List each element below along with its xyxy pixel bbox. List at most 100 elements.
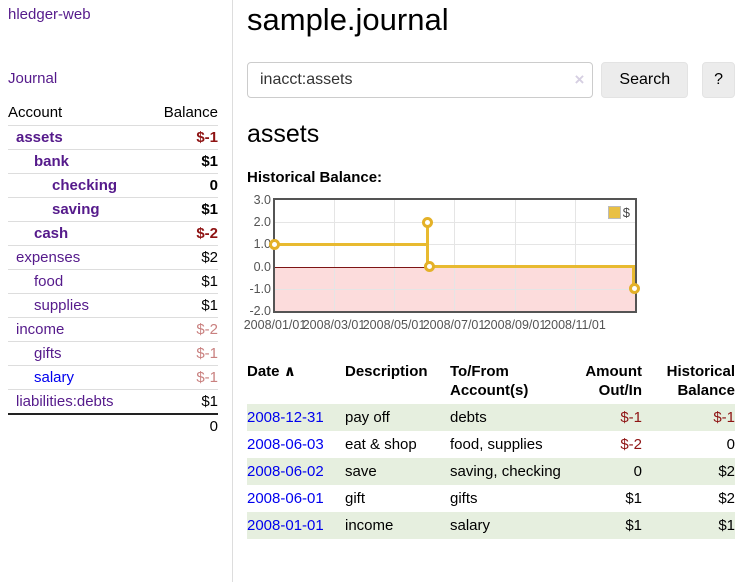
register-row: 2008-06-01 gift gifts $1 $2 bbox=[247, 485, 735, 512]
account-row-checking: checking 0 bbox=[8, 173, 218, 198]
transaction-description: income bbox=[345, 517, 394, 534]
main-content: sample.journal × Search ? assets Histori… bbox=[244, 0, 735, 539]
transaction-accounts: saving, checking bbox=[450, 463, 561, 480]
register-row: 2008-06-02 save saving, checking 0 $2 bbox=[247, 458, 735, 485]
account-row-supplies: supplies $1 bbox=[8, 293, 218, 318]
x-tick: 2008/11/01 bbox=[544, 318, 606, 332]
accounts-col-header: Account bbox=[8, 104, 63, 121]
sidebar-divider bbox=[232, 0, 233, 582]
chart-title: Historical Balance: bbox=[247, 169, 383, 186]
transaction-description: save bbox=[345, 463, 377, 480]
transaction-date-link[interactable]: 2008-06-02 bbox=[247, 463, 324, 480]
y-tick: 0.0 bbox=[253, 260, 271, 274]
col-header-amount: Amount Out/In bbox=[585, 363, 642, 399]
account-balance: $1 bbox=[148, 197, 218, 222]
plot-area: $ bbox=[269, 198, 640, 313]
search-help-button[interactable]: ? bbox=[702, 62, 735, 98]
y-tick: -1.0 bbox=[249, 282, 271, 296]
data-point-marker bbox=[629, 283, 640, 294]
transaction-date-link[interactable]: 2008-01-01 bbox=[247, 517, 324, 534]
account-balance: $1 bbox=[148, 389, 218, 414]
account-row-cash: cash $-2 bbox=[8, 221, 218, 246]
account-row-salary: salary $-1 bbox=[8, 365, 218, 390]
data-point-marker bbox=[422, 217, 433, 228]
transaction-amount: $-2 bbox=[620, 436, 642, 453]
account-link-liabilities-debts[interactable]: liabilities:debts bbox=[16, 393, 114, 410]
y-tick: 2.0 bbox=[253, 215, 271, 229]
account-link-food[interactable]: food bbox=[34, 273, 64, 290]
transaction-amount: $-1 bbox=[620, 409, 642, 426]
account-link-cash[interactable]: cash bbox=[34, 225, 69, 242]
account-link-assets[interactable]: assets bbox=[16, 129, 63, 146]
series-line bbox=[426, 221, 429, 268]
account-balance: $-2 bbox=[148, 317, 218, 342]
account-row-food: food $1 bbox=[8, 269, 218, 294]
transaction-description: pay off bbox=[345, 409, 390, 426]
register-row: 2008-06-03 eat & shop food, supplies $-2… bbox=[247, 431, 735, 458]
account-row-liabilities-debts: liabilities:debts $1 bbox=[8, 389, 218, 414]
col-header-accounts: To/From Account(s) bbox=[450, 363, 529, 399]
y-tick: 3.0 bbox=[253, 193, 271, 207]
account-balance: $-1 bbox=[148, 365, 218, 390]
transaction-accounts: gifts bbox=[450, 490, 478, 507]
y-tick: -2.0 bbox=[249, 304, 271, 318]
search-input[interactable] bbox=[247, 62, 594, 98]
register-row: 2008-12-31 pay off debts $-1 $-1 bbox=[247, 404, 735, 431]
account-heading: assets bbox=[247, 120, 320, 148]
transaction-balance: $2 bbox=[718, 463, 735, 480]
account-link-income[interactable]: income bbox=[16, 321, 65, 338]
y-tick: 1.0 bbox=[253, 237, 271, 251]
account-link-checking[interactable]: checking bbox=[52, 177, 118, 194]
col-header-balance: Historical Balance bbox=[666, 363, 735, 399]
balance-col-header: Balance bbox=[163, 104, 218, 121]
search-button[interactable]: Search bbox=[601, 62, 689, 98]
account-row-expenses: expenses $2 bbox=[8, 245, 218, 270]
transaction-description: eat & shop bbox=[345, 436, 417, 453]
series-line bbox=[275, 243, 428, 246]
account-balance: $-1 bbox=[148, 341, 218, 366]
register-table: Date ∧ Description To/From Account(s) Am… bbox=[247, 360, 735, 539]
x-tick: 2008/03/01 bbox=[302, 318, 366, 332]
transaction-date-link[interactable]: 2008-06-03 bbox=[247, 436, 324, 453]
account-link-supplies[interactable]: supplies bbox=[34, 297, 90, 314]
transaction-amount: $1 bbox=[625, 490, 642, 507]
register-header-row: Date ∧ Description To/From Account(s) Am… bbox=[247, 360, 735, 404]
account-row-saving: saving $1 bbox=[8, 197, 218, 222]
account-link-salary[interactable]: salary bbox=[34, 369, 75, 386]
x-tick: 2008/09/01 bbox=[483, 318, 547, 332]
account-balance: 0 bbox=[148, 173, 218, 198]
account-row-bank: bank $1 bbox=[8, 149, 218, 174]
transaction-accounts: salary bbox=[450, 517, 491, 534]
brand-link[interactable]: hledger-web bbox=[8, 6, 91, 23]
account-balance: $-2 bbox=[148, 221, 218, 246]
accounts-total-value: 0 bbox=[148, 413, 218, 438]
account-row-gifts: gifts $-1 bbox=[8, 341, 218, 366]
clear-search-icon[interactable]: × bbox=[574, 70, 585, 89]
transaction-balance: $2 bbox=[718, 490, 735, 507]
chart-legend: $ bbox=[607, 205, 630, 220]
account-link-gifts[interactable]: gifts bbox=[34, 345, 62, 362]
account-link-expenses[interactable]: expenses bbox=[16, 249, 81, 266]
sort-asc-icon: ∧ bbox=[283, 363, 296, 380]
account-balance: $-1 bbox=[148, 125, 218, 150]
transaction-amount: 0 bbox=[633, 463, 642, 480]
transaction-balance: $-1 bbox=[713, 409, 735, 426]
sidebar-item-journal[interactable]: Journal bbox=[8, 70, 58, 87]
transaction-description: gift bbox=[345, 490, 366, 507]
account-balance: $1 bbox=[148, 293, 218, 318]
account-row-assets: assets $-1 bbox=[8, 125, 218, 150]
account-link-bank[interactable]: bank bbox=[34, 153, 70, 170]
data-point-marker bbox=[424, 261, 435, 272]
data-point-marker bbox=[269, 239, 280, 250]
x-tick: 2008/05/01 bbox=[362, 318, 426, 332]
transaction-date-link[interactable]: 2008-06-01 bbox=[247, 490, 324, 507]
page-title: sample.journal bbox=[247, 2, 449, 37]
series-line bbox=[632, 265, 635, 291]
transaction-balance: 0 bbox=[726, 436, 735, 453]
accounts-table: Account Balance assets $-1 bank $1 check… bbox=[8, 102, 218, 438]
col-header-date[interactable]: Date ∧ bbox=[247, 363, 296, 380]
account-link-saving[interactable]: saving bbox=[52, 201, 100, 218]
transaction-balance: $1 bbox=[718, 517, 735, 534]
register-row: 2008-01-01 income salary $1 $1 bbox=[247, 512, 735, 539]
transaction-date-link[interactable]: 2008-12-31 bbox=[247, 409, 324, 426]
